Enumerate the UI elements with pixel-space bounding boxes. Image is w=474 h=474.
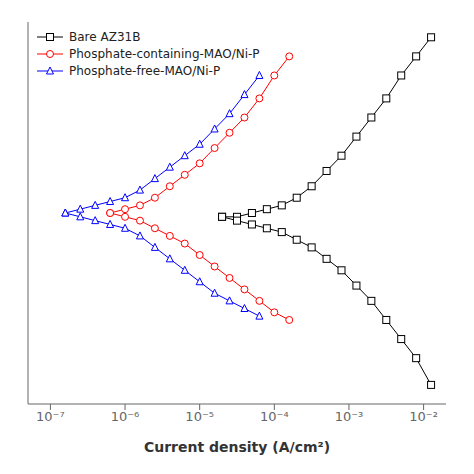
svg-text:10⁻³: 10⁻³ — [335, 409, 364, 424]
html-text:Bare AZ31B: Bare AZ31B — [69, 29, 141, 44]
html-text:Phosphate-free-MAO/Ni-P: Phosphate-free-MAO/Ni-P — [69, 63, 221, 78]
svg-text:10⁻⁶: 10⁻⁶ — [111, 409, 140, 424]
svg-text:10⁻⁷: 10⁻⁷ — [36, 409, 65, 424]
svg-text:10⁻⁵: 10⁻⁵ — [185, 409, 214, 424]
svg-text:10⁻²: 10⁻² — [409, 409, 438, 424]
svg-text:Current density (A/cm²): Current density (A/cm²) — [144, 439, 330, 455]
html-text:Phosphate-containing-MAO/Ni-P: Phosphate-containing-MAO/Ni-P — [69, 46, 260, 61]
svg-text:10⁻⁴: 10⁻⁴ — [260, 409, 289, 424]
